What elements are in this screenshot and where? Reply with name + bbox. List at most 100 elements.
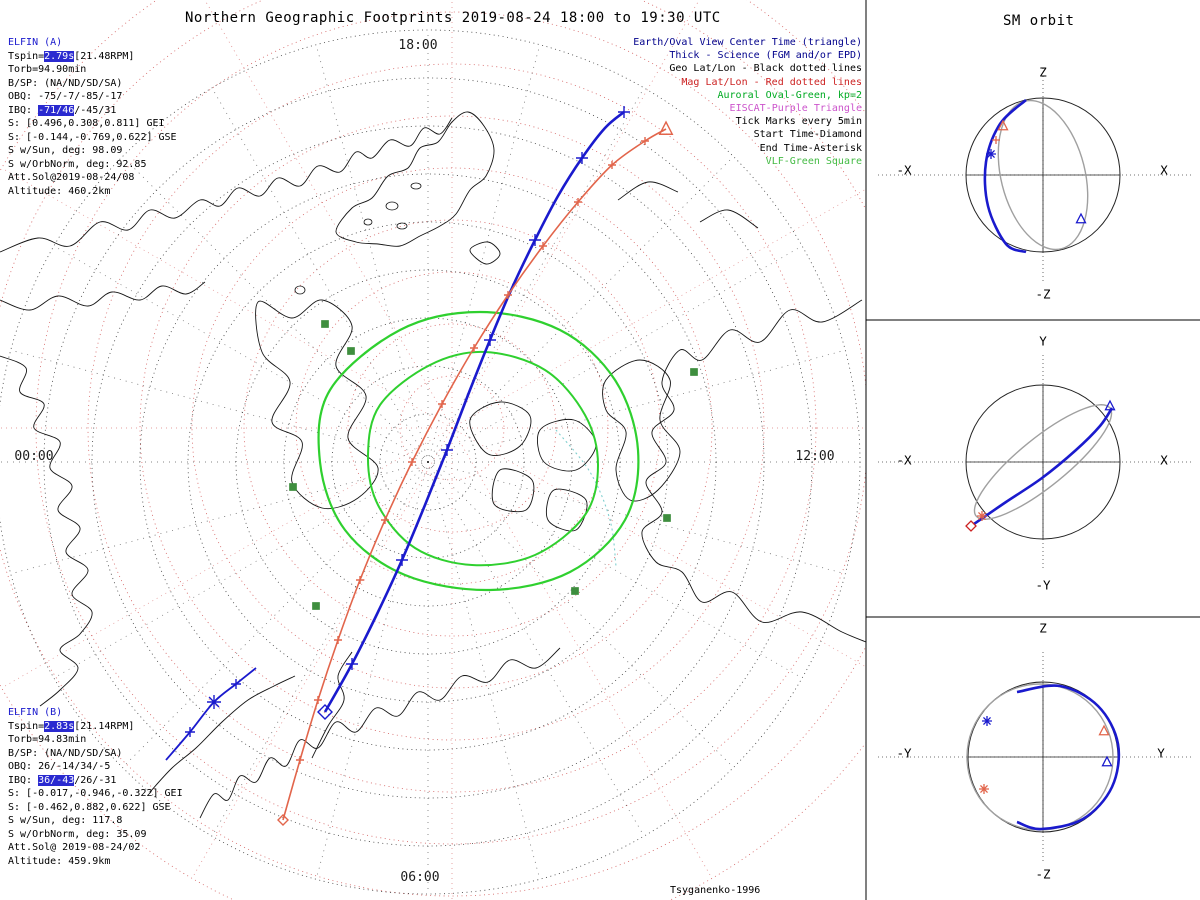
info-line: S w/Sun, deg: 98.09 (8, 145, 123, 156)
mag-lat-ring (399, 375, 505, 481)
info-line: IBQ: 36/-43/26/-31 (8, 774, 117, 786)
elfin-a-info: ELFIN (A) Tspin=2.79s[21.48RPM] Torb=94.90… (8, 36, 177, 198)
geo-lon-line (427, 245, 803, 463)
terminator-line (555, 429, 617, 567)
coastline (335, 111, 495, 247)
vlf-square-marker (571, 587, 579, 595)
sm-orbit-title: SM orbit (1003, 13, 1075, 29)
asterisk-marker (982, 716, 992, 726)
highlighted-value: -71/46 (38, 104, 75, 116)
mag-lon-line (451, 427, 713, 879)
coastline (0, 281, 206, 311)
geo-lon-line (122, 461, 429, 768)
coastline (311, 651, 353, 759)
legend-item: Geo Lat/Lon - Black dotted lines (669, 63, 862, 75)
highlighted-value: 36/-43 (38, 774, 75, 786)
sm-orbit-panel (878, 652, 1192, 862)
lake (363, 218, 373, 226)
lake (410, 182, 422, 190)
time-tick-marker (608, 161, 616, 169)
mag-lon-line (1, 167, 453, 429)
info-line: B/SP: (NA/ND/SD/SA) (8, 747, 123, 759)
diamond-marker (965, 520, 977, 532)
highlighted-value: 2.83s (44, 720, 75, 732)
lake (294, 285, 306, 295)
time-tick-marker (470, 344, 478, 352)
panel2-axis-top: Y (1039, 333, 1047, 349)
time-tick-marker (539, 242, 547, 250)
legend-item: Start Time-Diamond (753, 129, 862, 141)
panel3-axis-left: -Y (896, 745, 912, 761)
coastline (255, 299, 379, 510)
panel2-axis-right: X (1160, 452, 1168, 468)
map-layer (0, 0, 866, 900)
geo-lon-line (427, 44, 541, 463)
mag-lon-line (451, 188, 866, 429)
time-tick-marker (529, 234, 541, 246)
panel3-axis-bottom: -Z (1035, 866, 1051, 882)
geo-lon-line (211, 461, 429, 837)
elfin-a-footprint (317, 106, 630, 720)
panel1-axis-bottom: -Z (1035, 286, 1051, 302)
coastline (0, 117, 453, 253)
orbit-farside (973, 404, 1113, 520)
legend-item: Auroral Oval-Green, kp=2 (717, 89, 863, 101)
time-tick-marker (231, 679, 241, 689)
coastline (617, 181, 679, 201)
time-tick-marker (185, 727, 195, 737)
mag-lon-line (451, 0, 700, 429)
clock-label-right: 12:00 (795, 449, 835, 464)
panel3-axis-right: Y (1157, 745, 1165, 761)
panel2-axis-left: -X (896, 452, 912, 468)
coastline (699, 209, 759, 229)
mag-lon-line (1, 427, 453, 689)
auroral-oval-outer (317, 310, 640, 592)
diamond-marker (317, 704, 333, 720)
time-tick-marker (438, 400, 446, 408)
time-tick-marker (618, 106, 630, 118)
geo-lon-line (427, 156, 734, 463)
panel1-axis-top: Z (1039, 64, 1047, 80)
geo-lat-ring (0, 29, 861, 895)
vlf-square-marker (312, 602, 320, 610)
model-label: Tsyganenko-1996 (670, 885, 761, 896)
diamond-marker (277, 814, 289, 826)
info-line: S: [-0.144,-0.769,0.622] GSE (8, 131, 177, 143)
vlf-square-marker (321, 320, 329, 328)
info-line: S: [-0.462,0.882,0.622] GSE (8, 801, 171, 813)
info-line: B/SP: (NA/ND/SD/SA) (8, 77, 123, 89)
mag-lon-line (204, 0, 453, 429)
info-line: Tspin=2.79s[21.48RPM] (8, 50, 135, 62)
time-tick-marker (356, 576, 364, 584)
asterisk-marker (986, 149, 996, 159)
geo-lon-line (53, 245, 429, 463)
coastline (149, 675, 296, 793)
info-line: OBQ: -75/-7/-85/-17 (8, 91, 123, 102)
legend-item: EISCAT-Purple Triangle (729, 103, 862, 115)
mag-lon-line (451, 427, 866, 668)
panel1-axis-left: -X (896, 162, 912, 178)
info-line: S: [0.496,0.308,0.811] GEI (8, 118, 165, 129)
legend-item: Tick Marks every 5min (735, 116, 862, 128)
elfin-a-footprint-path (323, 110, 625, 713)
coastline (0, 355, 93, 707)
info-line: Att.Sol@ 2019-08-24/02 (8, 842, 141, 853)
geo-lon-line (427, 461, 734, 768)
spacecraft-name: ELFIN (A) (8, 37, 63, 48)
geo-lon-line (427, 461, 846, 575)
asterisk-marker (979, 784, 989, 794)
geo-lon-line (427, 461, 645, 837)
geo-lon-line (427, 349, 846, 463)
orbit-nearside (1016, 684, 1121, 831)
info-line: Altitude: 459.9km (8, 855, 111, 867)
info-line: IBQ: -71/46/-45/31 (8, 104, 117, 116)
clock-label-top: 18:00 (398, 38, 438, 53)
triangle-marker (1098, 724, 1110, 736)
triangle-marker (658, 120, 674, 135)
orbit-nearside (973, 407, 1114, 526)
auroral-oval-inner (366, 350, 600, 567)
time-tick-marker (296, 756, 304, 764)
geo-lon-line (10, 461, 429, 575)
